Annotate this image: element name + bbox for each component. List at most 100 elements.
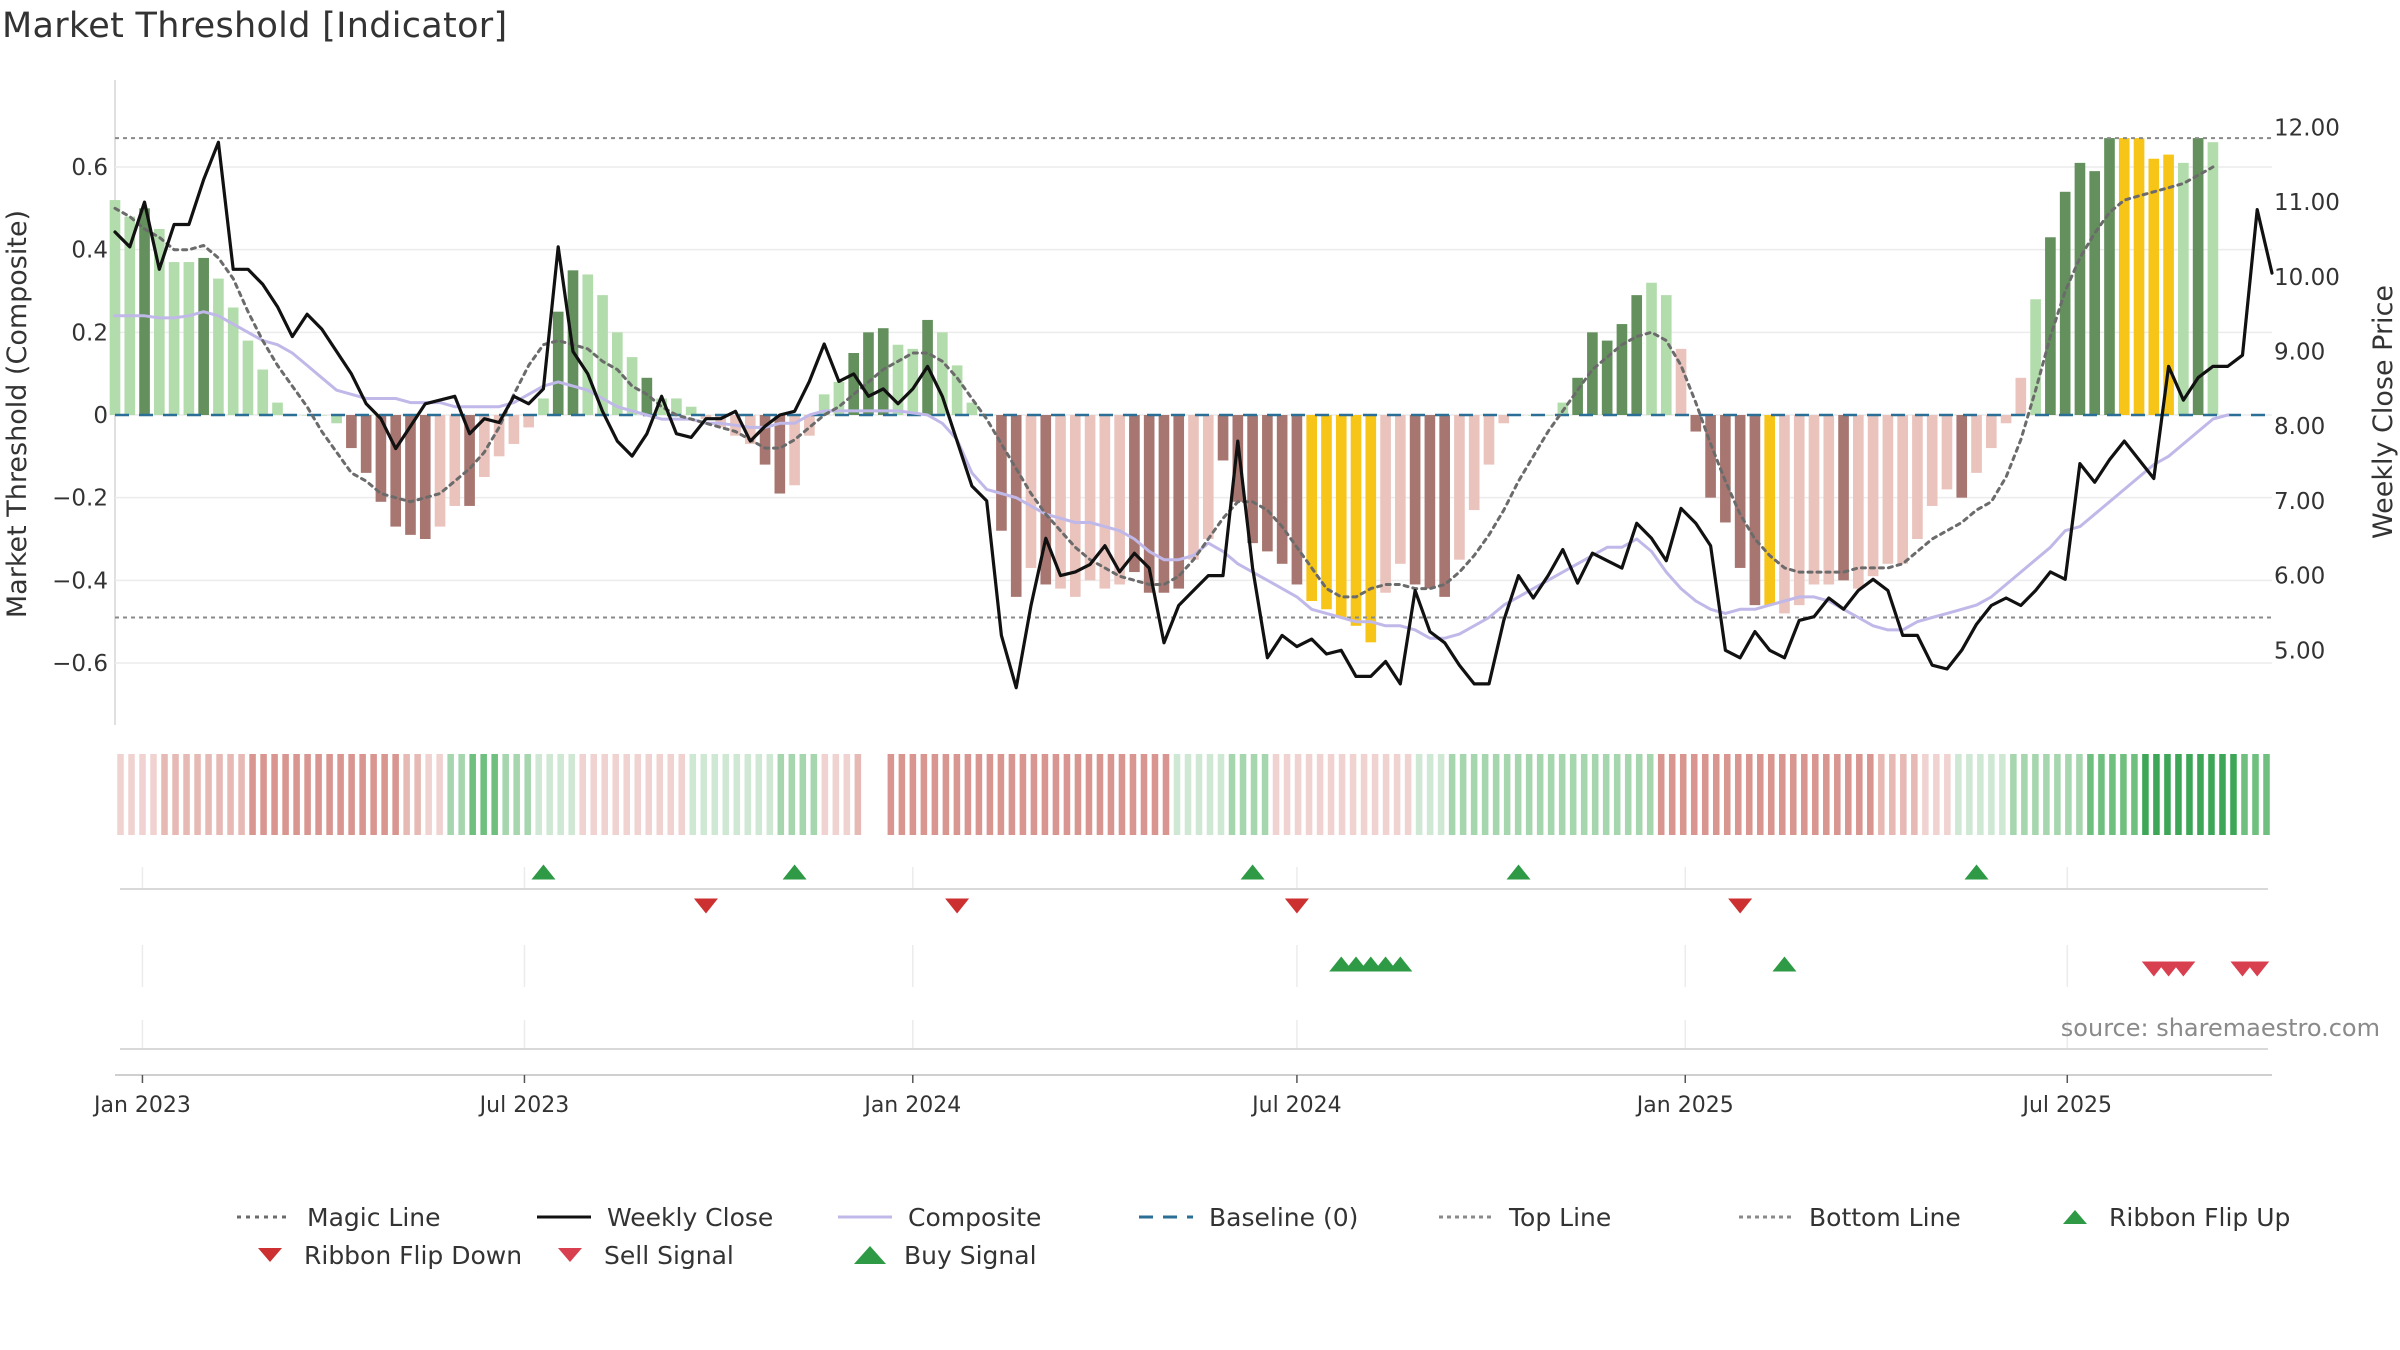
ribbon-segment: [1944, 754, 1951, 835]
ribbon-segment: [436, 754, 443, 835]
ribbon-segment: [1547, 754, 1555, 835]
composite-bar: [1232, 415, 1244, 502]
composite-bar: [479, 415, 490, 477]
ribbon-segment: [1745, 754, 1753, 835]
composite-bar: [2074, 162, 2086, 415]
ribbon-segment: [2076, 754, 2083, 835]
ribbon-segment: [326, 754, 333, 835]
composite-bar: [2163, 154, 2174, 415]
ribbon-segment: [678, 754, 686, 835]
legend-label: Sell Signal: [604, 1240, 734, 1270]
composite-line: [113, 310, 2230, 640]
composite-bar: [198, 257, 209, 415]
ribbon-segment: [1151, 754, 1159, 835]
composite-bar: [508, 415, 520, 444]
legend-swatch: [838, 1215, 892, 1219]
ribbon-segment: [1184, 754, 1192, 835]
composite-bar: [2059, 191, 2071, 415]
ribbon-segment: [1889, 754, 1896, 835]
ribbon-segment: [854, 754, 862, 835]
composite-bar: [2178, 162, 2189, 415]
ribbon-segment: [832, 754, 840, 835]
ribbon-flip-down-marker: [1728, 898, 1753, 914]
ribbon-segment: [766, 754, 774, 835]
composite-bar: [1335, 415, 1347, 618]
composite-bar: [1838, 415, 1849, 581]
ribbon-segment: [755, 754, 763, 835]
ribbon-segment: [1338, 754, 1346, 835]
y-tick-label: 0.2: [71, 320, 108, 346]
y2-tick-label: 8.00: [2274, 414, 2325, 440]
composite-bar: [331, 415, 342, 424]
legend-item-sell-signal: Sell Signal: [550, 1238, 734, 1272]
composite-bar: [671, 398, 682, 415]
ribbon-segment: [370, 754, 377, 835]
ribbon-segment: [2153, 754, 2160, 835]
ribbon-segment: [1272, 754, 1280, 835]
ribbon-segment: [1426, 754, 1434, 835]
ribbon-segment: [1536, 754, 1544, 835]
ribbon-segment: [304, 754, 311, 835]
ribbon-segment: [1966, 754, 1973, 835]
composite-bar: [1217, 415, 1229, 461]
ribbon-segment: [1856, 754, 1863, 835]
ribbon-segment: [579, 754, 586, 835]
legend-swatch: [854, 1246, 886, 1264]
composite-bar: [1971, 415, 1982, 473]
composite-bar: [759, 415, 771, 465]
ribbon-segment: [1977, 754, 1984, 835]
ribbon-segment: [447, 754, 454, 835]
ribbon-segment: [744, 754, 752, 835]
ribbon-segment: [117, 754, 124, 835]
composite-bar: [582, 274, 594, 415]
composite-bar: [523, 415, 534, 428]
composite-bar: [1587, 332, 1598, 415]
ribbon-segment: [964, 754, 972, 835]
ribbon-segment: [2241, 754, 2248, 835]
legend-label: Magic Line: [307, 1202, 441, 1232]
ribbon-segment: [1624, 754, 1632, 835]
ribbon-segment: [788, 754, 796, 835]
y2-tick-label: 10.00: [2274, 265, 2340, 291]
ribbon-segment: [293, 754, 300, 835]
ribbon-segment: [1812, 754, 1819, 835]
composite-bar: [168, 262, 180, 415]
ribbon-segment: [1801, 754, 1808, 835]
legend-item-ribbon-flip-down: Ribbon Flip Down: [250, 1238, 522, 1272]
ribbon-flip-up-marker: [531, 864, 556, 880]
ribbon-segment: [1129, 754, 1137, 835]
composite-bar: [700, 415, 712, 420]
chart-canvas: 0.6 0.4 0.2 0 −0.2 −0.4 −0.6 12.00 11.00 10.00 9.0…: [2, 80, 2399, 1118]
composite-bar: [966, 402, 978, 415]
weekly-close-line: [113, 140, 2274, 690]
composite-bar: [390, 415, 402, 527]
legend-swatch: [258, 1248, 282, 1262]
ribbon-segment: [1239, 754, 1247, 835]
ribbon-segment: [1261, 754, 1269, 835]
ribbon-segment: [986, 754, 994, 835]
legend-swatch: [1739, 1215, 1793, 1219]
composite-bar: [848, 353, 860, 415]
ribbon-segment: [1360, 754, 1368, 835]
composite-bar: [1247, 415, 1258, 544]
composite-bar: [863, 332, 874, 415]
ribbon-segment: [161, 754, 168, 835]
legend-item-top-line: Top Line: [1437, 1200, 1611, 1234]
composite-bar: [1158, 415, 1170, 593]
composite-bar: [597, 295, 608, 415]
legend-label: Ribbon Flip Up: [2109, 1202, 2291, 1232]
ribbon-segment: [337, 754, 344, 835]
ribbon-segment: [843, 754, 851, 835]
ribbon-segment: [2043, 754, 2050, 835]
ribbon-segment: [403, 754, 410, 835]
ribbon-flip-down-marker: [1284, 898, 1309, 914]
ribbon-segment: [359, 754, 366, 835]
composite-bar: [2192, 138, 2204, 416]
ribbon-segment: [689, 754, 697, 835]
ribbon-segment: [1602, 754, 1610, 835]
legend-item-ribbon-flip-up: Ribbon Flip Up: [2055, 1200, 2290, 1234]
composite-bar: [257, 369, 269, 415]
ribbon-segment: [898, 754, 906, 835]
ribbon-segment: [1492, 754, 1500, 835]
ribbon-segment: [546, 754, 553, 835]
